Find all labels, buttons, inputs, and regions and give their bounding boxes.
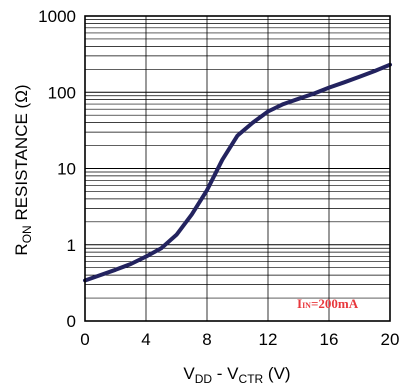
y-tick-label: 1000 [38, 7, 76, 26]
x-tick-label: 0 [80, 330, 89, 349]
series-lines [83, 62, 392, 283]
y-tick-label: 0 [67, 312, 76, 331]
x-tick-label: 8 [202, 330, 211, 349]
y-tick-labels: 0 1 10 100 1000 [38, 7, 76, 331]
x-axis-title: VDD - VCTR (V) [183, 364, 290, 386]
series-line [83, 62, 392, 283]
grid [84, 16, 391, 322]
x-tick-label: 16 [320, 330, 339, 349]
x-tick-labels: 0 4 8 12 16 20 [80, 330, 399, 349]
current-annotation: IIN=200mA [297, 296, 359, 311]
plot-frame [84, 15, 391, 322]
y-tick-label: 1 [67, 236, 76, 255]
y-tick-label: 10 [57, 160, 76, 179]
y-axis-title: RON RESISTANCE (Ω) [12, 84, 34, 255]
x-tick-label: 12 [259, 330, 278, 349]
y-tick-label: 100 [48, 83, 76, 102]
x-tick-label: 4 [141, 330, 150, 349]
x-tick-label: 20 [381, 330, 400, 349]
